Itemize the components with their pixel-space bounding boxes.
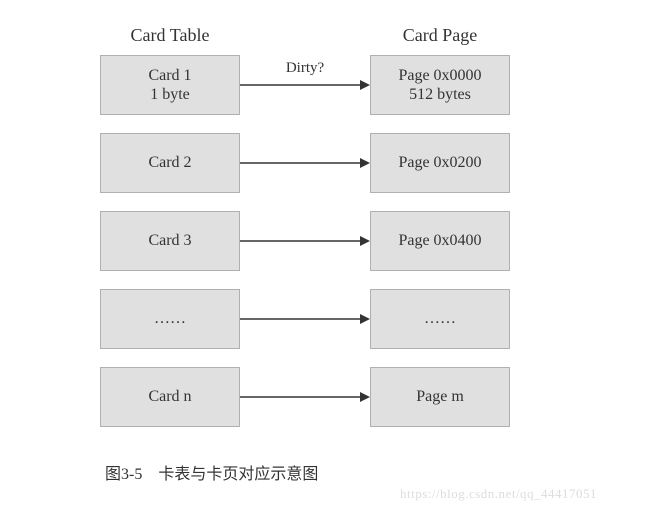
card-box-4: Card n	[100, 367, 240, 427]
card-box-3: ……	[100, 289, 240, 349]
page-box-1-line1: Page 0x0200	[398, 153, 481, 172]
page-box-4: Page m	[370, 367, 510, 427]
card-box-1-line1: Card 2	[148, 153, 191, 172]
left-column-header: Card Table	[100, 25, 240, 46]
card-box-2-line1: Card 3	[148, 231, 191, 250]
arrow-label-0: Dirty?	[240, 60, 370, 77]
card-box-0: Card 1 1 byte	[100, 55, 240, 115]
right-column-header: Card Page	[370, 25, 510, 46]
page-box-1: Page 0x0200	[370, 133, 510, 193]
page-box-2-line1: Page 0x0400	[398, 231, 481, 250]
card-box-0-line2: 1 byte	[150, 85, 190, 104]
figure-caption: 图3-5 卡表与卡页对应示意图	[105, 460, 318, 484]
arrow-2	[240, 240, 370, 242]
watermark: https://blog.csdn.net/qq_44417051	[400, 486, 597, 502]
arrow-0	[240, 84, 370, 86]
page-box-0-line1: Page 0x0000	[398, 66, 481, 85]
card-box-1: Card 2	[100, 133, 240, 193]
card-box-3-line1: ……	[154, 309, 186, 328]
page-box-3: ……	[370, 289, 510, 349]
card-box-4-line1: Card n	[148, 387, 191, 406]
page-box-4-line1: Page m	[416, 387, 464, 406]
card-box-0-line1: Card 1	[148, 66, 191, 85]
page-box-0-line2: 512 bytes	[409, 85, 471, 104]
page-box-3-line1: ……	[424, 309, 456, 328]
arrow-3	[240, 318, 370, 320]
arrow-4	[240, 396, 370, 398]
page-box-0: Page 0x0000 512 bytes	[370, 55, 510, 115]
card-box-2: Card 3	[100, 211, 240, 271]
arrow-1	[240, 162, 370, 164]
page-box-2: Page 0x0400	[370, 211, 510, 271]
